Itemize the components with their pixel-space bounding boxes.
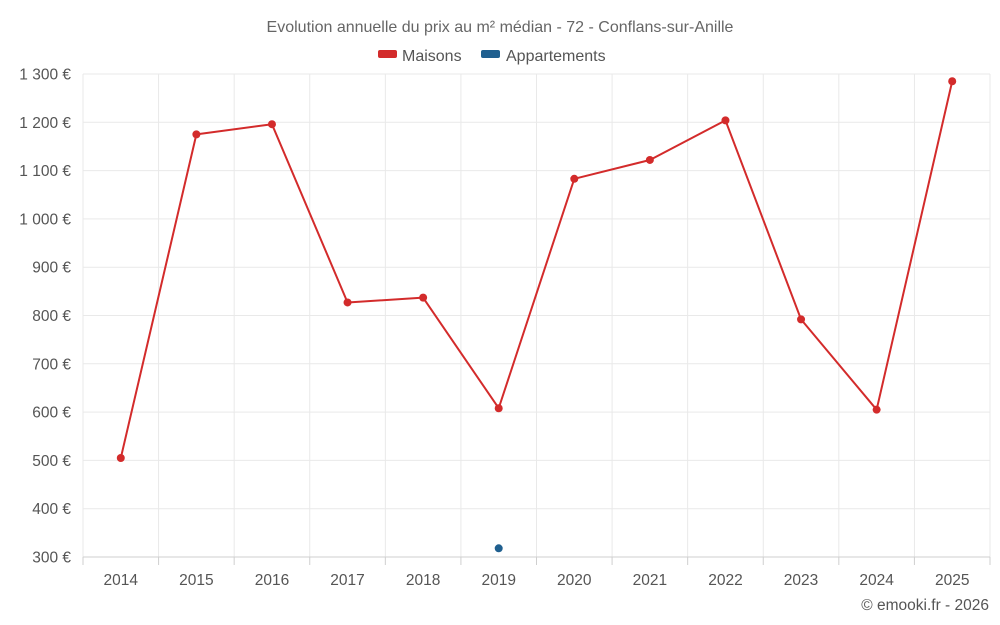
x-tick-label: 2017 — [330, 572, 364, 589]
chart-title: Evolution annuelle du prix au m² médian … — [267, 19, 734, 36]
y-tick-label: 1 300 € — [19, 67, 71, 84]
axes: 300 € 400 € 500 € 600 € 700 € 800 € 900 € 1 000… — [19, 67, 991, 589]
grid — [82, 73, 991, 557]
data-point-maisons[interactable] — [267, 120, 276, 129]
data-point-appartements[interactable] — [494, 544, 503, 553]
x-tick-label: 2024 — [859, 572, 894, 589]
data-point-maisons[interactable] — [645, 155, 654, 164]
data-point-maisons[interactable] — [872, 405, 881, 414]
data-point-maisons[interactable] — [116, 453, 125, 462]
series — [116, 77, 957, 553]
y-tick-label: 300 € — [32, 550, 71, 567]
legend-swatch-maisons — [378, 50, 397, 58]
legend-label-appartements: Appartements — [506, 48, 606, 65]
y-tick-label: 700 € — [32, 356, 71, 373]
x-tick-label: 2015 — [179, 572, 213, 589]
y-tick-label: 1 200 € — [19, 115, 71, 132]
data-point-maisons[interactable] — [570, 174, 579, 183]
x-tick-label: 2023 — [784, 572, 818, 589]
y-tick-label: 1 000 € — [19, 211, 71, 228]
data-point-maisons[interactable] — [494, 404, 503, 413]
x-tick-label: 2021 — [633, 572, 667, 589]
x-tick-label: 2020 — [557, 572, 592, 589]
legend[interactable]: Maisons Appartements — [378, 48, 606, 65]
y-tick-label: 500 € — [32, 453, 71, 470]
series-line-maisons — [119, 81, 954, 459]
y-tick-label: 600 € — [32, 405, 71, 422]
x-tick-label: 2025 — [935, 572, 969, 589]
credit-text: © emooki.fr - 2026 — [861, 597, 989, 614]
y-tick-label: 800 € — [32, 308, 71, 325]
x-tick-label: 2016 — [255, 572, 289, 589]
x-tick-label: 2022 — [708, 572, 742, 589]
data-point-maisons[interactable] — [721, 116, 730, 125]
data-point-maisons[interactable] — [343, 298, 352, 307]
y-tick-label: 900 € — [32, 260, 71, 277]
data-point-maisons[interactable] — [192, 130, 201, 139]
x-tick-label: 2019 — [481, 572, 515, 589]
x-tick-label: 2014 — [104, 572, 139, 589]
data-point-maisons[interactable] — [797, 315, 806, 324]
legend-item-maisons[interactable]: Maisons — [378, 48, 462, 65]
x-tick-label: 2018 — [406, 572, 440, 589]
data-point-maisons[interactable] — [948, 77, 957, 86]
legend-swatch-appartements — [481, 50, 500, 58]
y-tick-label: 400 € — [32, 501, 71, 518]
data-point-maisons[interactable] — [419, 293, 428, 302]
legend-item-appartements[interactable]: Appartements — [481, 48, 606, 65]
legend-label-maisons: Maisons — [402, 48, 462, 65]
y-tick-label: 1 100 € — [19, 163, 71, 180]
